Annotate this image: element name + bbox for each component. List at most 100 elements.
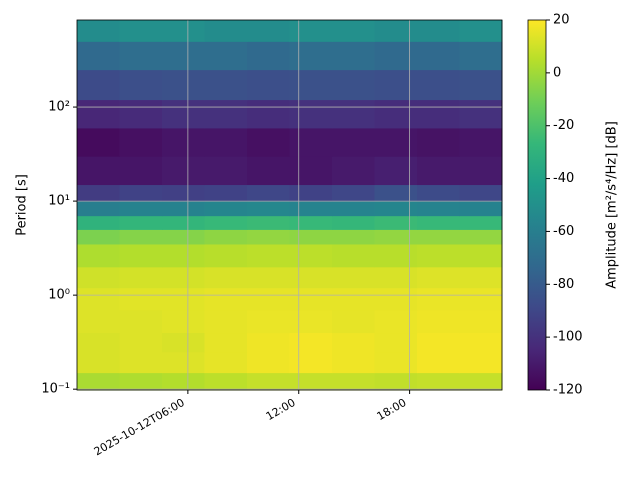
y-axis-label: Period [s] bbox=[15, 174, 30, 236]
heatmap-cell bbox=[119, 266, 163, 289]
heatmap-cell bbox=[204, 309, 248, 334]
heatmap-cell bbox=[417, 266, 460, 289]
heatmap-cell bbox=[162, 69, 205, 101]
heatmap-cell bbox=[204, 215, 248, 230]
heatmap-cell bbox=[204, 229, 248, 245]
heatmap-cell bbox=[77, 69, 120, 101]
heatmap-cell bbox=[204, 156, 248, 186]
heatmap-cell bbox=[374, 287, 418, 311]
heatmap-cell bbox=[289, 287, 333, 311]
heatmap-cell bbox=[374, 184, 418, 202]
colorbar-tick-label: -100 bbox=[553, 330, 583, 345]
heatmap-cell bbox=[417, 372, 460, 391]
heatmap-cell bbox=[417, 243, 460, 268]
heatmap-cell bbox=[332, 351, 375, 374]
heatmap-cell bbox=[119, 332, 163, 353]
heatmap-cell bbox=[119, 351, 163, 374]
heatmap-cell bbox=[459, 184, 503, 202]
heatmap-cell bbox=[417, 351, 460, 374]
heatmap-cell bbox=[119, 156, 163, 186]
heatmap-cell bbox=[162, 201, 205, 217]
heatmap-cell bbox=[289, 156, 333, 186]
heatmap-cell bbox=[289, 351, 333, 374]
heatmap-cell bbox=[459, 243, 503, 268]
heatmap-cell bbox=[459, 332, 503, 353]
heatmap-cell bbox=[247, 184, 290, 202]
heatmap-cell bbox=[459, 372, 503, 391]
heatmap-cell bbox=[204, 20, 248, 42]
heatmap-cell bbox=[204, 266, 248, 289]
heatmap-cell bbox=[119, 215, 163, 230]
heatmap-cell bbox=[247, 309, 290, 334]
heatmap-cell bbox=[119, 127, 163, 157]
heatmap-cell bbox=[119, 287, 163, 311]
heatmap-cell bbox=[247, 69, 290, 101]
heatmap-cell bbox=[332, 156, 375, 186]
heatmap-cell bbox=[204, 351, 248, 374]
heatmap-cell bbox=[247, 156, 290, 186]
heatmap-cell bbox=[417, 127, 460, 157]
heatmap-cell bbox=[204, 201, 248, 217]
heatmap-cell bbox=[204, 243, 248, 268]
heatmap-cell bbox=[459, 20, 503, 42]
heatmap-cell bbox=[204, 287, 248, 311]
heatmap-cell bbox=[332, 243, 375, 268]
heatmap-cell bbox=[77, 309, 120, 334]
heatmap-cell bbox=[247, 201, 290, 217]
heatmap-cell bbox=[162, 127, 205, 157]
heatmap-cell bbox=[374, 229, 418, 245]
heatmap-cell bbox=[289, 243, 333, 268]
heatmap-cell bbox=[162, 309, 205, 334]
heatmap-cell bbox=[374, 156, 418, 186]
colorbar-tick-label: 0 bbox=[553, 65, 561, 80]
heatmap-cell bbox=[417, 20, 460, 42]
heatmap-cell bbox=[247, 127, 290, 157]
heatmap-cell bbox=[459, 69, 503, 101]
heatmap-cell bbox=[332, 372, 375, 391]
heatmap-cell bbox=[417, 215, 460, 230]
heatmap-cell bbox=[417, 287, 460, 311]
heatmap-cell bbox=[162, 156, 205, 186]
heatmap-cell bbox=[162, 287, 205, 311]
heatmap-cell bbox=[417, 69, 460, 101]
heatmap-cell bbox=[119, 201, 163, 217]
heatmap-cell bbox=[374, 69, 418, 101]
heatmap-cell bbox=[289, 201, 333, 217]
heatmap-cell bbox=[289, 332, 333, 353]
heatmap-cell bbox=[374, 309, 418, 334]
heatmap-cell bbox=[119, 243, 163, 268]
heatmap-cell bbox=[417, 41, 460, 71]
heatmap-cell bbox=[332, 41, 375, 71]
heatmap-cell bbox=[119, 372, 163, 391]
heatmap-cell bbox=[247, 243, 290, 268]
heatmap-cell bbox=[289, 372, 333, 391]
heatmap-cell bbox=[77, 201, 120, 217]
y-tick-label: 10⁻¹ bbox=[41, 382, 70, 397]
heatmap-cell bbox=[374, 127, 418, 157]
colorbar-tick-label: -120 bbox=[553, 383, 583, 398]
heatmap-cell bbox=[332, 184, 375, 202]
x-tick-label: 12:00 bbox=[264, 396, 298, 423]
heatmap-cell bbox=[162, 20, 205, 42]
heatmap-cell bbox=[77, 332, 120, 353]
heatmap-cell bbox=[77, 20, 120, 42]
colorbar-tick-label: -80 bbox=[553, 277, 574, 292]
heatmap-cell bbox=[247, 351, 290, 374]
heatmap-cell bbox=[119, 184, 163, 202]
heatmap-cell bbox=[459, 351, 503, 374]
heatmap-cell bbox=[374, 332, 418, 353]
heatmap-cell bbox=[332, 20, 375, 42]
colorbar-tick-label: -40 bbox=[553, 171, 574, 186]
heatmap-cell bbox=[162, 215, 205, 230]
heatmap-cell bbox=[162, 229, 205, 245]
heatmap-cell bbox=[204, 41, 248, 71]
heatmap-cell bbox=[204, 127, 248, 157]
heatmap-cell bbox=[162, 372, 205, 391]
heatmap-cell bbox=[247, 332, 290, 353]
heatmap-cell bbox=[289, 99, 333, 129]
heatmap-cell bbox=[289, 184, 333, 202]
heatmap-cell bbox=[119, 69, 163, 101]
heatmap-cell bbox=[459, 156, 503, 186]
heatmap-cell bbox=[374, 372, 418, 391]
